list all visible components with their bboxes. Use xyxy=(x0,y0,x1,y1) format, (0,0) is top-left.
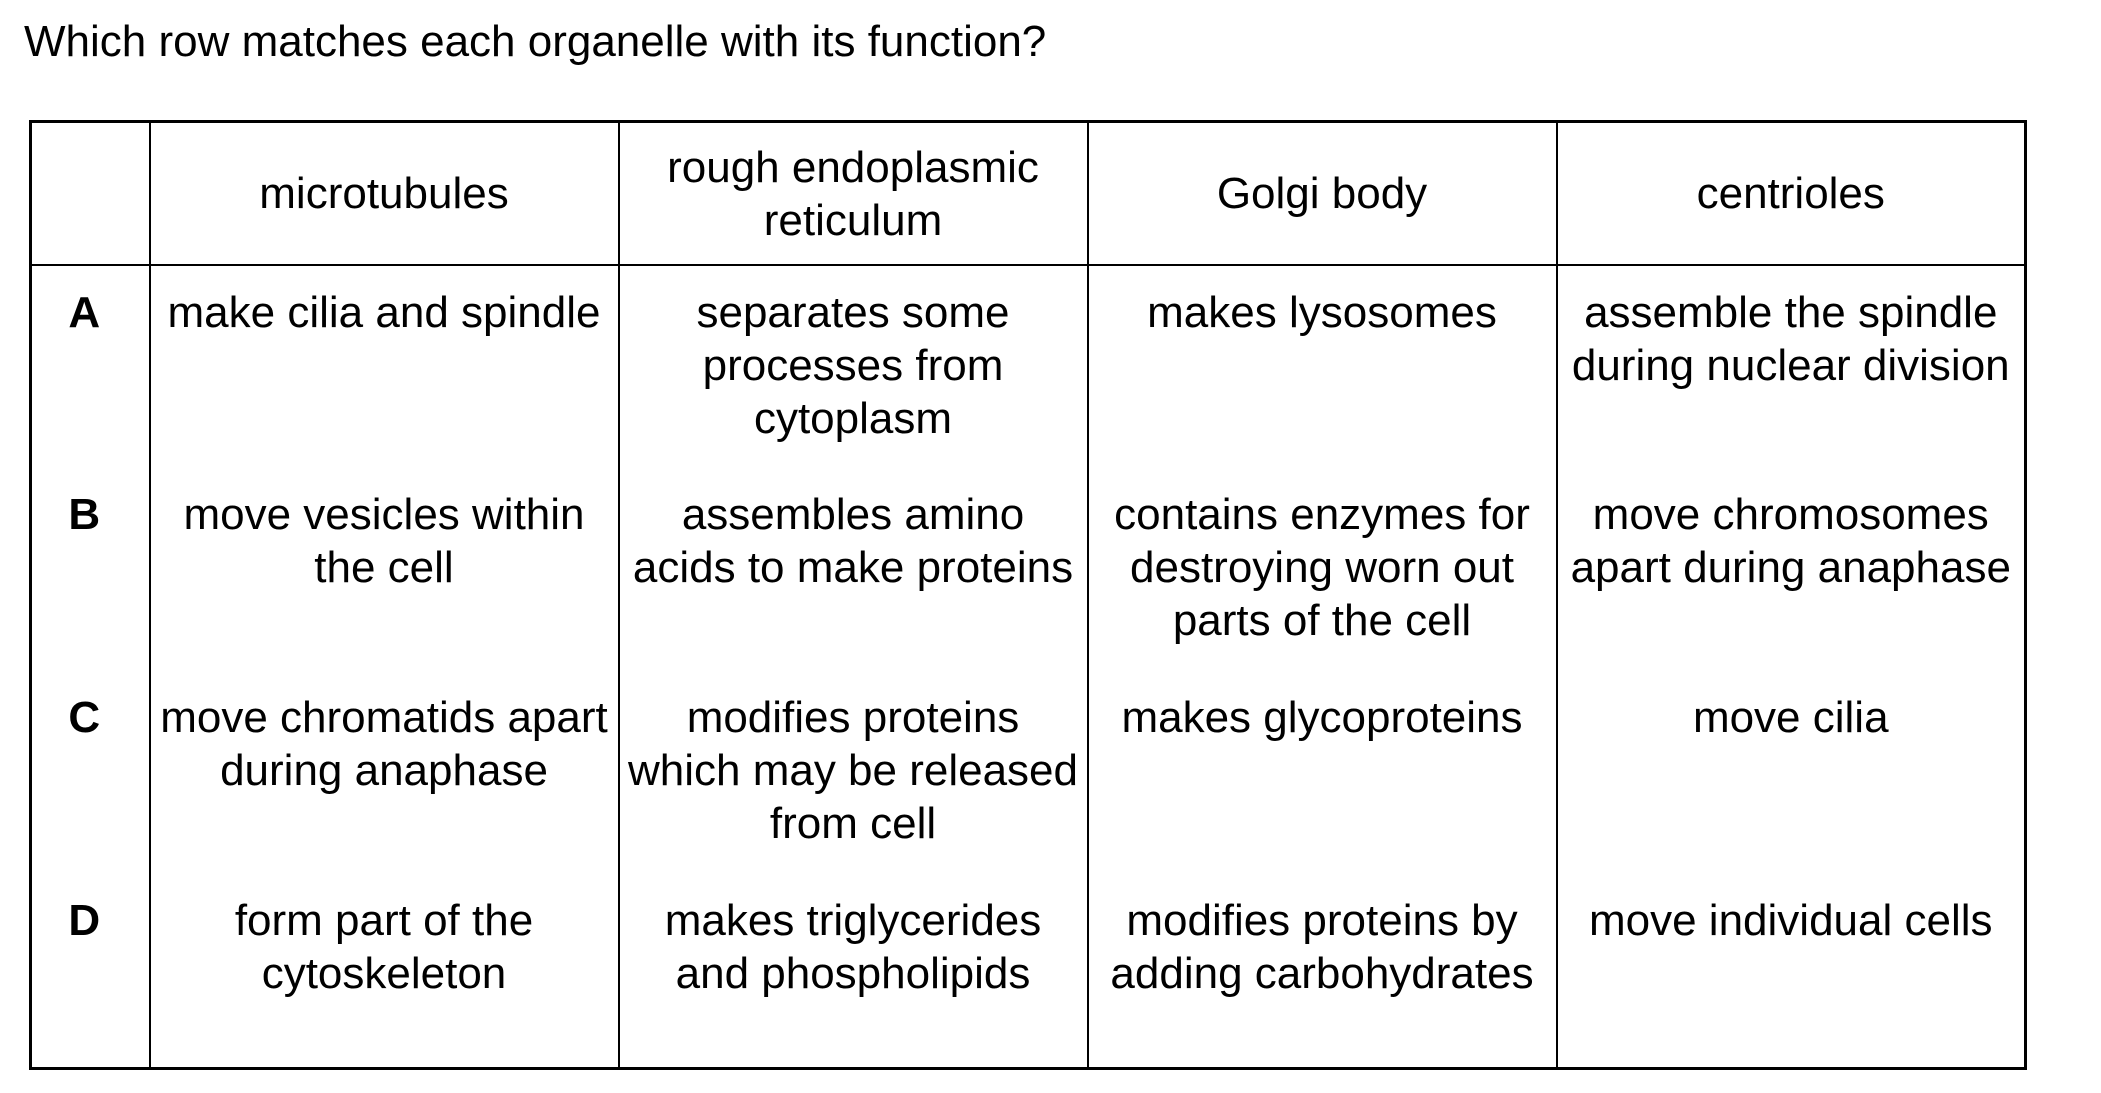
cell-d-centrioles: move individual cells xyxy=(1555,874,2027,1068)
cell-a-centrioles: assemble the spindle during nuclear divi… xyxy=(1555,265,2027,468)
cell-c-microtubules: move chromatids apart during anaphase xyxy=(148,671,620,874)
cell-a-golgi-body: makes lysosomes xyxy=(1086,265,1558,468)
table-row-d: D form part of the cytoskeleton makes tr… xyxy=(29,874,2027,1068)
row-key-a: A xyxy=(29,265,151,468)
row-key-d: D xyxy=(29,874,151,1068)
cell-b-rough-er: assembles amino acids to make proteins xyxy=(617,468,1089,671)
cell-d-rough-er: makes triglycerides and phospholipids xyxy=(617,874,1089,1068)
header-golgi-body: Golgi body xyxy=(1086,121,1558,266)
cell-a-microtubules: make cilia and spindle xyxy=(148,265,620,468)
header-key-cell xyxy=(29,121,151,266)
table-row-c: C move chromatids apart during anaphase … xyxy=(29,671,2027,874)
row-key-b: B xyxy=(29,468,151,671)
cell-c-centrioles: move cilia xyxy=(1555,671,2027,874)
cell-b-golgi-body: contains enzymes for destroying worn out… xyxy=(1086,468,1558,671)
cell-d-microtubules: form part of the cytoskeleton xyxy=(148,874,620,1068)
header-rough-endoplasmic-reticulum: rough endoplasmic reticulum xyxy=(617,121,1089,266)
header-microtubules: microtubules xyxy=(148,121,620,266)
organelle-function-table: microtubules rough endoplasmic reticulum… xyxy=(29,120,2027,1070)
cell-b-centrioles: move chromosomes apart during anaphase xyxy=(1555,468,2027,671)
table-row-b: B move vesicles within the cell assemble… xyxy=(29,468,2027,671)
header-row: microtubules rough endoplasmic reticulum… xyxy=(29,121,2027,266)
question-text: Which row matches each organelle with it… xyxy=(24,17,1047,66)
cell-b-microtubules: move vesicles within the cell xyxy=(148,468,620,671)
cell-c-golgi-body: makes glycoproteins xyxy=(1086,671,1558,874)
cell-d-golgi-body: modifies proteins by adding carbohydrate… xyxy=(1086,874,1558,1068)
row-key-c: C xyxy=(29,671,151,874)
cell-a-rough-er: separates some processes from cytoplasm xyxy=(617,265,1089,468)
cell-c-rough-er: modifies proteins which may be released … xyxy=(617,671,1089,874)
table-row-a: A make cilia and spindle separates some … xyxy=(29,265,2027,468)
header-centrioles: centrioles xyxy=(1555,121,2027,266)
